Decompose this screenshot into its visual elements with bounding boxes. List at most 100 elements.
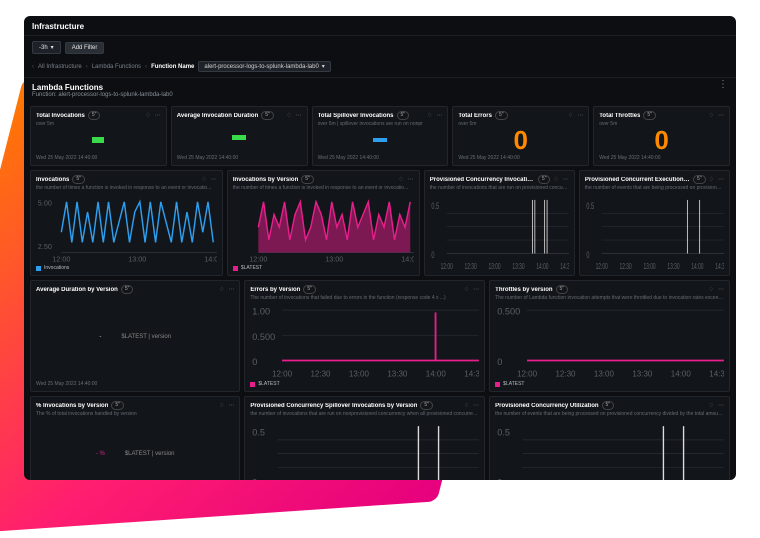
svg-text:14:00: 14:00 (401, 255, 414, 264)
legend-label: Invocations (44, 265, 69, 271)
bell-icon[interactable]: ♢ (219, 286, 224, 293)
breadcrumb: ‹ All Infrastructure ‹ Lambda Functions … (24, 59, 736, 78)
chevron-left-icon: ‹ (145, 64, 147, 70)
card-title: % Invocations by Version (36, 403, 108, 409)
bell-icon[interactable]: ♢ (145, 112, 150, 119)
more-icon[interactable]: ⋯ (155, 112, 161, 119)
kpi-card: Total Invocations5"♢⋯over 5mWed 25 May 2… (30, 106, 167, 166)
more-icon[interactable]: ⋯ (436, 112, 442, 119)
refresh-pill: 5" (397, 111, 410, 120)
card-invocations: Invocations 5" ♢⋯ the number of times a … (30, 170, 223, 276)
refresh-pill: 5" (556, 285, 569, 294)
kpi-value: 0 (654, 127, 668, 153)
bell-icon[interactable]: ♢ (709, 176, 714, 183)
refresh-pill: 5" (301, 175, 314, 184)
svg-text:12:30: 12:30 (311, 370, 332, 379)
more-icon[interactable]: ⋯ (563, 176, 569, 183)
bell-icon[interactable]: ♢ (709, 402, 714, 409)
function-name-value: alert-processor-logs-to-splunk-lambda-la… (204, 64, 318, 70)
refresh-pill: 5" (602, 401, 615, 410)
more-icon[interactable]: ⋯ (577, 112, 583, 119)
svg-text:1.00: 1.00 (253, 307, 271, 317)
breadcrumb-lambda[interactable]: Lambda Functions (92, 64, 141, 70)
card-title: Provisioned Concurrency Invocations by V… (430, 177, 535, 183)
function-name-dropdown[interactable]: alert-processor-logs-to-splunk-lambda-la… (198, 61, 330, 72)
svg-text:0.5: 0.5 (586, 200, 594, 211)
refresh-pill: 5" (121, 285, 134, 294)
card-timestamp: Wed 25 May 2022 14:40:00 (458, 153, 583, 161)
more-icon[interactable]: ⋯ (296, 112, 302, 119)
svg-text:12:00: 12:00 (52, 255, 70, 264)
svg-text:12:30: 12:30 (464, 263, 476, 271)
more-icon[interactable]: ⋯ (718, 286, 724, 293)
legend-label: $LATEST (241, 265, 262, 271)
sparse-chart: 0.5012:0012:3013:0013:3014:0014:30 (495, 417, 724, 480)
add-filter-button[interactable]: Add Filter (65, 42, 105, 54)
breadcrumb-all[interactable]: All Infrastructure (38, 64, 82, 70)
svg-text:14:00: 14:00 (204, 255, 217, 264)
bell-icon[interactable]: ♢ (709, 286, 714, 293)
card-invocations-by-version: Invocations by Version 5" ♢⋯ the number … (227, 170, 420, 276)
more-icon[interactable]: ⋯ (718, 176, 724, 183)
bell-icon[interactable]: ♢ (709, 112, 714, 119)
legend-label: $LATEST (503, 381, 524, 387)
flat-chart: 0.500012:0012:3013:0013:3014:0014:30 (495, 301, 724, 379)
more-icon[interactable]: ⋯ (473, 402, 479, 409)
bell-icon[interactable]: ♢ (427, 112, 432, 119)
dashboard-grid: Total Invocations5"♢⋯over 5mWed 25 May 2… (24, 102, 736, 480)
card-title: Total Errors (458, 113, 492, 119)
page-title: Infrastructure (32, 22, 84, 31)
svg-text:0: 0 (497, 478, 502, 480)
more-icon[interactable]: ⋯ (211, 176, 217, 183)
bell-icon[interactable]: ♢ (568, 112, 573, 119)
svg-text:13:30: 13:30 (388, 370, 409, 379)
svg-text:0: 0 (253, 357, 258, 367)
line-chart: 5.002.5012:0013:0014:00 (36, 191, 217, 263)
more-icon[interactable]: ⋯ (228, 286, 234, 293)
time-range-dropdown[interactable]: -3h ▾ (32, 41, 61, 54)
more-icon[interactable]: ⋯ (718, 402, 724, 409)
refresh-pill: 5" (111, 401, 124, 410)
charts-row-3: Average Duration by Version 5" ♢⋯ - $LAT… (30, 280, 730, 392)
svg-text:12:00: 12:00 (272, 370, 293, 379)
svg-text:13:30: 13:30 (633, 370, 654, 379)
card-errors-by-version: Errors by Version 5" ♢⋯ The number of in… (244, 280, 485, 392)
svg-text:14:30: 14:30 (560, 263, 569, 271)
chevron-left-icon[interactable]: ‹ (32, 64, 34, 70)
svg-text:13:30: 13:30 (667, 263, 679, 271)
flat-chart: 1.000.500012:0012:3013:0013:3014:0014:30 (250, 301, 479, 379)
more-icon[interactable]: ⋯ (473, 286, 479, 293)
card-prov-utilization: Provisioned Concurrency Utilization 5" ♢… (489, 396, 730, 480)
time-range-label: -3h (39, 45, 48, 51)
more-icon[interactable]: ⋯ (228, 402, 234, 409)
card-avg-duration-version: Average Duration by Version 5" ♢⋯ - $LAT… (30, 280, 240, 392)
metric-legend: $LATEST | version (121, 334, 171, 340)
svg-text:12:30: 12:30 (619, 263, 631, 271)
svg-text:14:30: 14:30 (715, 263, 724, 271)
section-title: Lambda Functions (32, 83, 728, 92)
refresh-pill: 5" (538, 175, 551, 184)
svg-text:14:30: 14:30 (709, 370, 724, 379)
bell-icon[interactable]: ♢ (286, 112, 291, 119)
topbar: Infrastructure (24, 16, 736, 36)
area-chart: 12:0013:0014:00 (233, 191, 414, 263)
bell-icon[interactable]: ♢ (219, 402, 224, 409)
card-pct-invocations: % Invocations by Version 5" ♢⋯ The % of … (30, 396, 240, 480)
more-menu-icon[interactable]: ⋮ (718, 79, 728, 90)
more-icon[interactable]: ⋯ (718, 112, 724, 119)
legend-swatch (36, 266, 41, 271)
more-icon[interactable]: ⋯ (408, 176, 414, 183)
card-throttles-by-version: Throttles by version 5" ♢⋯ The number of… (489, 280, 730, 392)
card-title: Total Spillover Invocations (318, 113, 394, 119)
bell-icon[interactable]: ♢ (553, 176, 558, 183)
svg-text:0.500: 0.500 (497, 307, 520, 317)
bell-icon[interactable]: ♢ (464, 286, 469, 293)
bell-icon[interactable]: ♢ (201, 176, 206, 183)
add-filter-label: Add Filter (72, 45, 98, 51)
metric-legend: $LATEST | version (125, 451, 175, 457)
bell-icon[interactable]: ♢ (464, 402, 469, 409)
svg-text:13:30: 13:30 (512, 263, 524, 271)
card-title: Errors by Version (250, 287, 300, 293)
svg-text:13:00: 13:00 (594, 370, 615, 379)
bell-icon[interactable]: ♢ (398, 176, 403, 183)
